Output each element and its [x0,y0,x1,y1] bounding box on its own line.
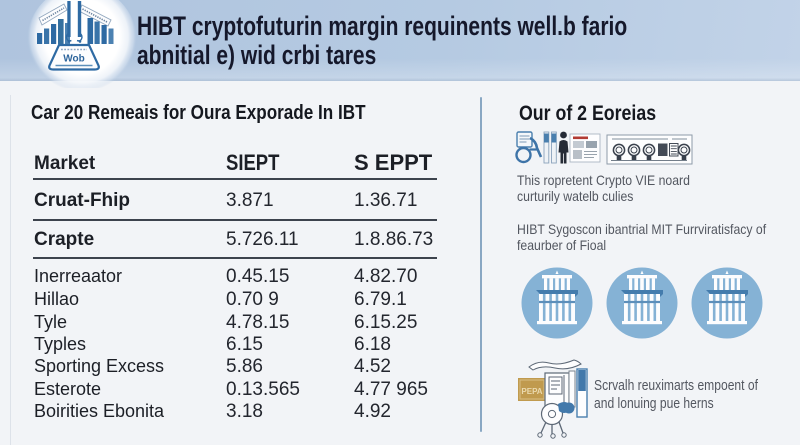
svg-text:Wob: Wob [63,54,84,65]
svg-text:PEPA: PEPA [521,387,542,396]
